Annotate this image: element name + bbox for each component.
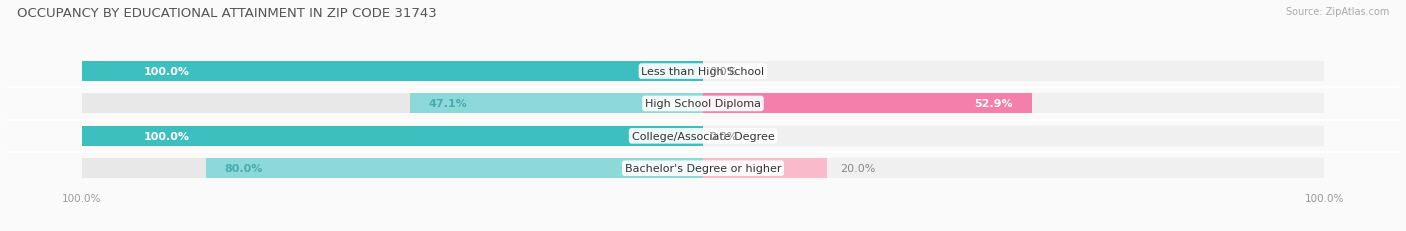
Bar (82, 126, 703, 146)
Text: Bachelor's Degree or higher: Bachelor's Degree or higher (624, 164, 782, 173)
Text: 0.0%: 0.0% (709, 67, 738, 77)
Bar (82, 62, 703, 82)
Bar (411, 94, 703, 114)
Bar (703, 94, 1032, 114)
Text: 100.0%: 100.0% (143, 131, 190, 141)
Bar (703, 94, 1324, 114)
Bar (703, 158, 827, 179)
Bar (82, 126, 703, 146)
Text: 100.0%: 100.0% (143, 67, 190, 77)
Bar (703, 126, 1324, 146)
Text: 52.9%: 52.9% (974, 99, 1014, 109)
Bar (703, 158, 1324, 179)
Text: OCCUPANCY BY EDUCATIONAL ATTAINMENT IN ZIP CODE 31743: OCCUPANCY BY EDUCATIONAL ATTAINMENT IN Z… (17, 7, 437, 20)
Text: College/Associate Degree: College/Associate Degree (631, 131, 775, 141)
Text: 0.0%: 0.0% (709, 131, 738, 141)
Text: Source: ZipAtlas.com: Source: ZipAtlas.com (1285, 7, 1389, 17)
Bar (82, 158, 703, 179)
Text: 80.0%: 80.0% (225, 164, 263, 173)
Bar (82, 94, 703, 114)
Bar (82, 62, 703, 82)
Bar (205, 158, 703, 179)
Text: Less than High School: Less than High School (641, 67, 765, 77)
Text: High School Diploma: High School Diploma (645, 99, 761, 109)
Text: 47.1%: 47.1% (429, 99, 468, 109)
Bar (703, 62, 1324, 82)
Text: 20.0%: 20.0% (839, 164, 875, 173)
